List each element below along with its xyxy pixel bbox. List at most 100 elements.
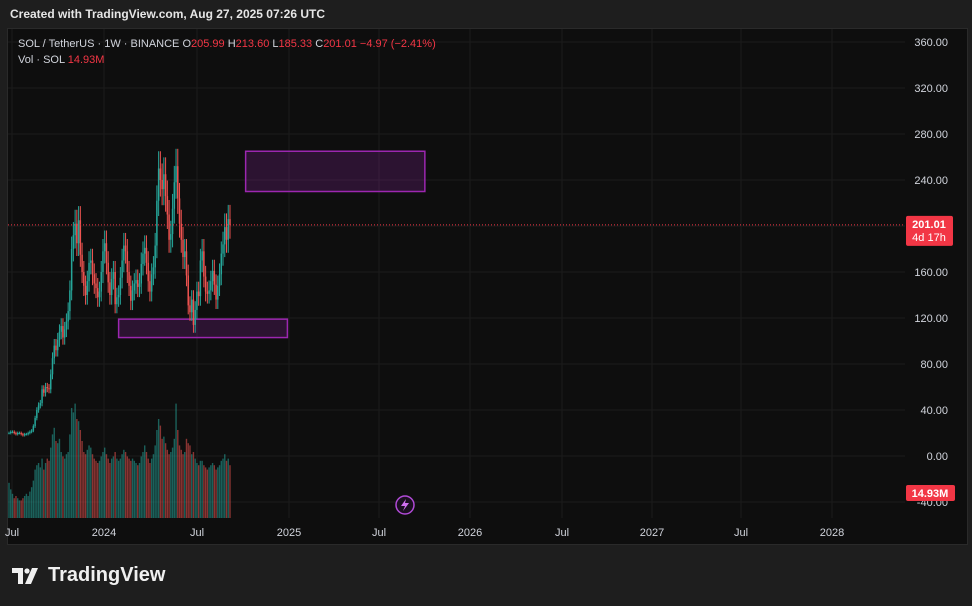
volume-bar: [104, 447, 106, 518]
volume-bar: [41, 458, 43, 518]
candle-body: [196, 291, 198, 310]
volume-bar: [150, 458, 153, 518]
candle-body: [27, 433, 29, 435]
candle-body: [72, 235, 75, 249]
volume-bar: [81, 441, 83, 518]
volume-bar: [149, 463, 151, 518]
candle-body: [30, 430, 33, 432]
y-tick-label: 0.00: [927, 451, 948, 463]
volume-bar: [177, 430, 179, 518]
x-tick-label: Jul: [734, 527, 748, 539]
candle-body: [18, 433, 21, 434]
candle-body: [22, 434, 24, 436]
tradingview-brand[interactable]: TradingView: [12, 564, 165, 587]
volume-bar: [34, 469, 36, 518]
candle-body: [110, 278, 113, 295]
candle-body: [96, 288, 99, 298]
candle-body: [48, 388, 50, 390]
candle-body: [175, 166, 177, 183]
candle-body: [177, 166, 179, 199]
candle-body: [131, 290, 134, 301]
x-tick-label: 2028: [820, 527, 844, 539]
candle-body: [201, 251, 203, 261]
volume-bar: [130, 460, 132, 518]
volume-bar: [86, 449, 88, 518]
volume-bar: [222, 458, 224, 518]
low-value: 185.33: [278, 38, 313, 50]
volume-bar: [135, 463, 137, 518]
candle-body: [44, 387, 47, 393]
volume-bar: [79, 430, 82, 518]
volume-label[interactable]: Vol · SOL: [18, 54, 65, 66]
candle-body: [203, 251, 205, 277]
volume-row: Vol · SOL 14.93M: [18, 52, 436, 68]
candle-body: [36, 410, 38, 419]
volume-bar: [123, 449, 125, 518]
open-label: O: [182, 38, 191, 50]
volume-bar: [60, 452, 62, 518]
candle-body: [114, 272, 116, 305]
volume-bar: [55, 441, 57, 518]
candle-body: [43, 389, 45, 393]
volume-bar: [218, 465, 221, 518]
candle-body: [138, 283, 141, 287]
candle-body: [83, 272, 85, 286]
volume-bar: [39, 467, 42, 518]
candle-body: [171, 208, 174, 235]
volume-bar: [147, 458, 149, 518]
volume-bar: [173, 438, 175, 518]
candle-body: [189, 305, 191, 313]
volume-bar: [91, 454, 94, 518]
last-price-value: 201.01: [912, 219, 946, 231]
candle-body: [166, 196, 169, 215]
candle-body: [173, 182, 176, 209]
volume-bar: [74, 403, 76, 518]
volume-bar: [98, 460, 101, 518]
volume-bar: [15, 496, 17, 518]
volume-bar: [20, 500, 22, 518]
symbol-label[interactable]: SOL / TetherUS · 1W · BINANCE: [18, 38, 180, 50]
low-label: L: [272, 38, 279, 50]
y-tick-label: 80.00: [920, 359, 948, 371]
candle-body: [149, 281, 151, 292]
candle-body: [70, 249, 73, 291]
candle-body: [11, 431, 14, 433]
candle-body: [170, 234, 172, 240]
y-tick-label: 240.00: [914, 175, 948, 187]
candle-body: [32, 426, 35, 431]
volume-bar: [206, 469, 209, 518]
candle-body: [210, 281, 212, 291]
volume-bar: [29, 491, 31, 518]
candle-body: [123, 245, 125, 261]
candle-body: [116, 297, 118, 305]
volume-bar: [201, 460, 203, 518]
candle-body: [41, 389, 43, 404]
candle-body: [103, 243, 106, 252]
volume-bar: [51, 434, 54, 518]
candle-body: [100, 272, 102, 292]
candle-body: [150, 274, 153, 292]
volume-bar: [102, 452, 104, 518]
volume-bar: [67, 452, 69, 518]
candle-body: [15, 433, 17, 435]
bar-countdown: 4d 17h: [912, 232, 946, 244]
volume-bar: [13, 498, 15, 518]
candle-body: [143, 247, 146, 254]
y-tick-label: 160.00: [914, 267, 948, 279]
volume-bar: [128, 458, 130, 518]
realtime-lightning-icon[interactable]: [395, 495, 415, 515]
volume-bar: [138, 463, 141, 518]
volume-bar: [211, 463, 214, 518]
y-tick-label: 120.00: [914, 313, 948, 325]
candle-body: [76, 223, 78, 244]
y-tick-label: 360.00: [914, 37, 948, 49]
volume-bar: [189, 445, 191, 518]
candle-body: [161, 180, 163, 190]
candle-body: [56, 339, 59, 351]
volume-bar: [159, 425, 162, 518]
volume-bar: [210, 465, 212, 518]
candle-body: [164, 174, 167, 197]
volume-bar: [18, 500, 21, 518]
candle-body: [154, 245, 156, 268]
